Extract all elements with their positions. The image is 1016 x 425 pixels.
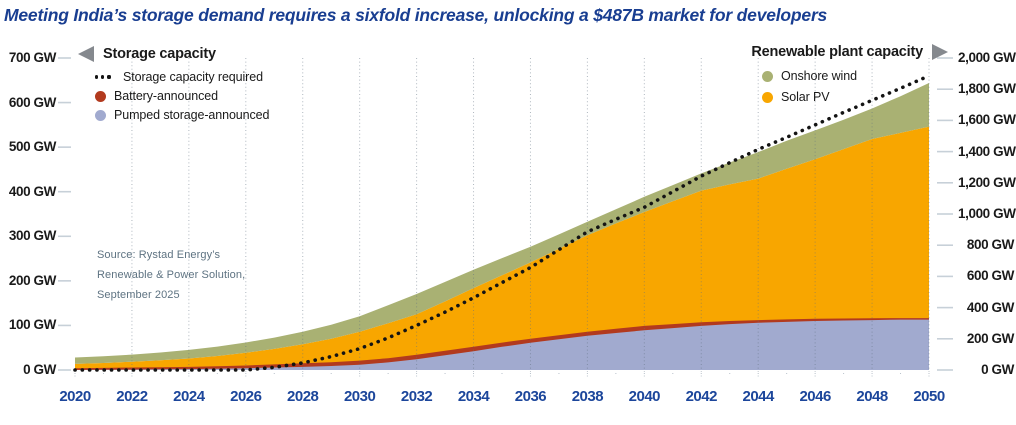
legend-item-storage-required: Storage capacity required (95, 70, 269, 84)
x-axis-tick-label: 2042 (685, 388, 718, 405)
right-axis-tick-label: 0 GW (981, 362, 1014, 377)
chart-title: Meeting India’s storage demand requires … (4, 5, 828, 25)
x-axis-tick-label: 2048 (856, 388, 888, 405)
right-axis-tick-label: 2,000 GW (958, 50, 1016, 65)
x-axis-tick-label: 2032 (400, 388, 433, 405)
left-axis-tick-label: 400 GW (8, 183, 57, 199)
right-axis-tick-label: 400 GW (966, 299, 1015, 315)
battery-swatch-icon (95, 90, 106, 102)
right-axis-header: Renewable plant capacity (751, 44, 948, 60)
x-axis-tick-label: 2038 (571, 388, 604, 405)
pumped-storage-swatch-icon (95, 109, 106, 121)
left-axis-header: Storage capacity (78, 46, 216, 62)
source-note: Source: Rystad Energy’s Renewable & Powe… (97, 245, 245, 305)
legend-label: Storage capacity required (123, 70, 263, 84)
legend-item-solar-pv: Solar PV (762, 90, 857, 104)
right-axis-header-label: Renewable plant capacity (751, 44, 923, 60)
legend-label: Solar PV (781, 90, 830, 104)
renewables-legend: Onshore wind Solar PV (762, 69, 857, 104)
x-axis-tick-label: 2022 (116, 388, 148, 405)
left-axis-tick-label: 700 GW (8, 50, 57, 65)
right-axis-tick-label: 1,000 GW (958, 206, 1016, 221)
storage-legend: Storage capacity required Battery-announ… (95, 70, 269, 122)
legend-item-onshore-wind: Onshore wind (762, 69, 857, 83)
right-axis-tick-label: 200 GW (966, 330, 1015, 346)
legend-item-battery: Battery-announced (95, 89, 269, 103)
x-axis-tick-label: 2034 (457, 388, 490, 405)
legend-label: Pumped storage-announced (114, 108, 270, 122)
left-triangle-icon (78, 46, 94, 62)
x-axis-tick-label: 2024 (173, 388, 205, 405)
x-axis-tick-label: 2036 (514, 388, 547, 405)
right-axis-tick-label: 600 GW (966, 268, 1015, 284)
x-axis-tick-label: 2046 (799, 388, 831, 405)
source-line: Renewable & Power Solution, (97, 269, 246, 281)
source-line: September 2025 (97, 289, 180, 301)
right-axis-tick-label: 1,800 GW (958, 81, 1016, 97)
area-solar-pv (75, 126, 929, 370)
right-axis-tick-label: 800 GW (966, 237, 1015, 253)
legend-label: Onshore wind (781, 69, 857, 83)
left-axis-tick-label: 0 GW (23, 362, 56, 377)
x-axis-tick-label: 2030 (343, 388, 376, 405)
x-axis-tick-label: 2028 (287, 388, 319, 405)
left-axis-tick-label: 600 GW (8, 94, 57, 110)
right-axis-tick-label: 1,400 GW (958, 143, 1016, 159)
right-triangle-icon (932, 44, 948, 60)
solar-pv-swatch-icon (762, 91, 773, 103)
right-axis-tick-label: 1,200 GW (958, 174, 1016, 190)
area-battery (75, 318, 929, 370)
left-axis-tick-label: 200 GW (8, 272, 57, 288)
area-pumped-storage (75, 318, 929, 370)
legend-label: Battery-announced (114, 89, 218, 103)
right-axis-tick-label: 1,600 GW (958, 112, 1016, 128)
dotted-line-swatch-icon (95, 75, 115, 79)
legend-item-pumped-storage: Pumped storage-announced (95, 108, 269, 122)
x-axis-tick-label: 2040 (628, 388, 661, 405)
left-axis-header-label: Storage capacity (103, 46, 216, 62)
x-axis-tick-label: 2044 (742, 388, 775, 405)
left-axis-tick-label: 500 GW (8, 139, 57, 155)
x-axis-tick-label: 2020 (59, 388, 91, 405)
storage-required-dotted-line (73, 74, 931, 372)
x-axis-tick-label: 2026 (230, 388, 262, 405)
left-axis-tick-label: 100 GW (8, 317, 57, 333)
left-axis-tick-label: 300 GW (8, 228, 57, 244)
onshore-wind-swatch-icon (762, 70, 773, 82)
source-line: Source: Rystad Energy’s (97, 249, 221, 261)
x-axis-tick-label: 2050 (913, 388, 945, 405)
